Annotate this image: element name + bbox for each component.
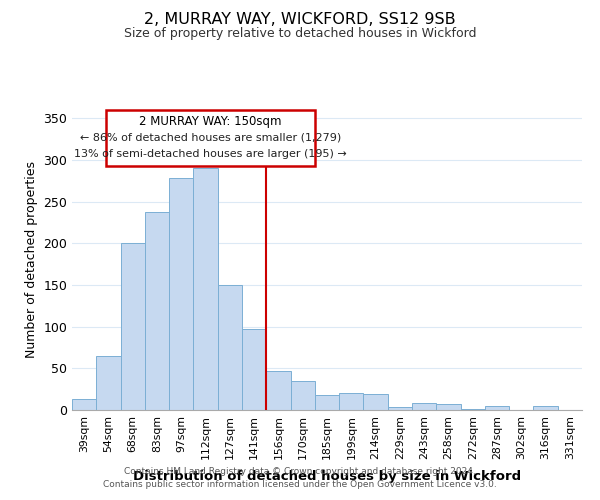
Bar [145, 212, 169, 410]
Bar [169, 178, 193, 410]
Bar [290, 381, 315, 410]
Bar [485, 406, 509, 410]
FancyBboxPatch shape [106, 110, 315, 166]
Text: ← 86% of detached houses are smaller (1,279): ← 86% of detached houses are smaller (1,… [80, 133, 341, 143]
Bar [242, 329, 266, 410]
Text: Size of property relative to detached houses in Wickford: Size of property relative to detached ho… [124, 28, 476, 40]
Bar [388, 406, 412, 410]
Bar [339, 394, 364, 410]
Text: 2 MURRAY WAY: 150sqm: 2 MURRAY WAY: 150sqm [139, 114, 281, 128]
X-axis label: Distribution of detached houses by size in Wickford: Distribution of detached houses by size … [133, 470, 521, 483]
Bar [461, 409, 485, 410]
Text: 2, MURRAY WAY, WICKFORD, SS12 9SB: 2, MURRAY WAY, WICKFORD, SS12 9SB [144, 12, 456, 28]
Bar [121, 244, 145, 410]
Text: 13% of semi-detached houses are larger (195) →: 13% of semi-detached houses are larger (… [74, 148, 347, 158]
Bar [364, 394, 388, 410]
Text: Contains HM Land Registry data © Crown copyright and database right 2024.: Contains HM Land Registry data © Crown c… [124, 467, 476, 476]
Bar [315, 395, 339, 410]
Bar [193, 168, 218, 410]
Bar [266, 371, 290, 410]
Bar [96, 356, 121, 410]
Text: Contains public sector information licensed under the Open Government Licence v3: Contains public sector information licen… [103, 480, 497, 489]
Bar [218, 285, 242, 410]
Y-axis label: Number of detached properties: Number of detached properties [25, 162, 38, 358]
Bar [436, 404, 461, 410]
Bar [412, 404, 436, 410]
Bar [533, 406, 558, 410]
Bar [72, 399, 96, 410]
